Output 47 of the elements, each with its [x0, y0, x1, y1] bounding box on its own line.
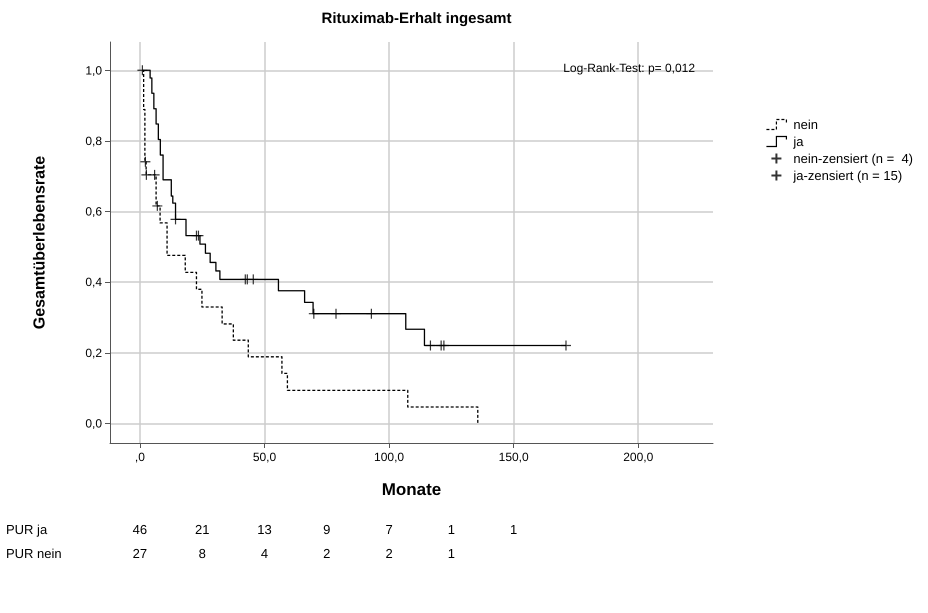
text: 46	[132, 522, 148, 537]
x-tick-label: 50,0	[252, 450, 276, 464]
text: 1	[448, 522, 455, 537]
point	[560, 340, 572, 352]
y-tick-label: 0,0	[85, 416, 102, 431]
text: 1	[510, 522, 518, 537]
point	[330, 308, 342, 320]
point	[140, 156, 151, 168]
text: 8	[198, 546, 206, 561]
legend-label: nein	[793, 117, 818, 132]
point	[170, 214, 182, 225]
text: PUR nein	[6, 546, 62, 561]
x-tick-label: 150,0	[498, 450, 529, 464]
y-tick-label: 0,4	[85, 275, 102, 290]
point	[438, 340, 450, 352]
text: PUR ja	[6, 522, 48, 537]
point	[152, 200, 163, 212]
point	[308, 308, 320, 320]
text: 9	[323, 522, 330, 537]
point	[149, 169, 160, 180]
point	[140, 169, 152, 180]
y-tick-label: 0,8	[85, 134, 102, 148]
text: 2	[323, 546, 330, 561]
point	[366, 308, 377, 320]
x-axis-title: Monate	[382, 480, 442, 499]
text: 7	[385, 522, 393, 537]
text: 21	[194, 522, 210, 537]
legend-label: ja-zensiert (n = 15)	[792, 168, 902, 183]
text: 1	[448, 546, 455, 561]
x-tick-label: 200,0	[623, 450, 654, 464]
x-tick-label: 100,0	[374, 450, 404, 464]
y-tick-label: 1,0	[85, 63, 102, 78]
legend-label: ja	[792, 134, 804, 149]
point	[424, 340, 436, 352]
text: 4	[260, 546, 268, 561]
point	[248, 274, 259, 286]
text: 2	[385, 546, 393, 561]
legend-label: nein-zensiert (n = 4)	[793, 151, 914, 166]
y-tick-label: 0,2	[85, 346, 102, 360]
annotation: Log-Rank-Test: p= 0,012	[563, 61, 696, 75]
text: 27	[132, 546, 148, 561]
chart-title: Rituximab-Erhalt ingesamt	[321, 10, 512, 27]
text: 13	[257, 522, 272, 537]
y-tick-label: 0,6	[85, 204, 102, 219]
point	[136, 64, 148, 76]
y-axis-title: Gesamtüberlebensrate	[32, 156, 48, 330]
x-tick-label: ,0	[134, 450, 146, 464]
